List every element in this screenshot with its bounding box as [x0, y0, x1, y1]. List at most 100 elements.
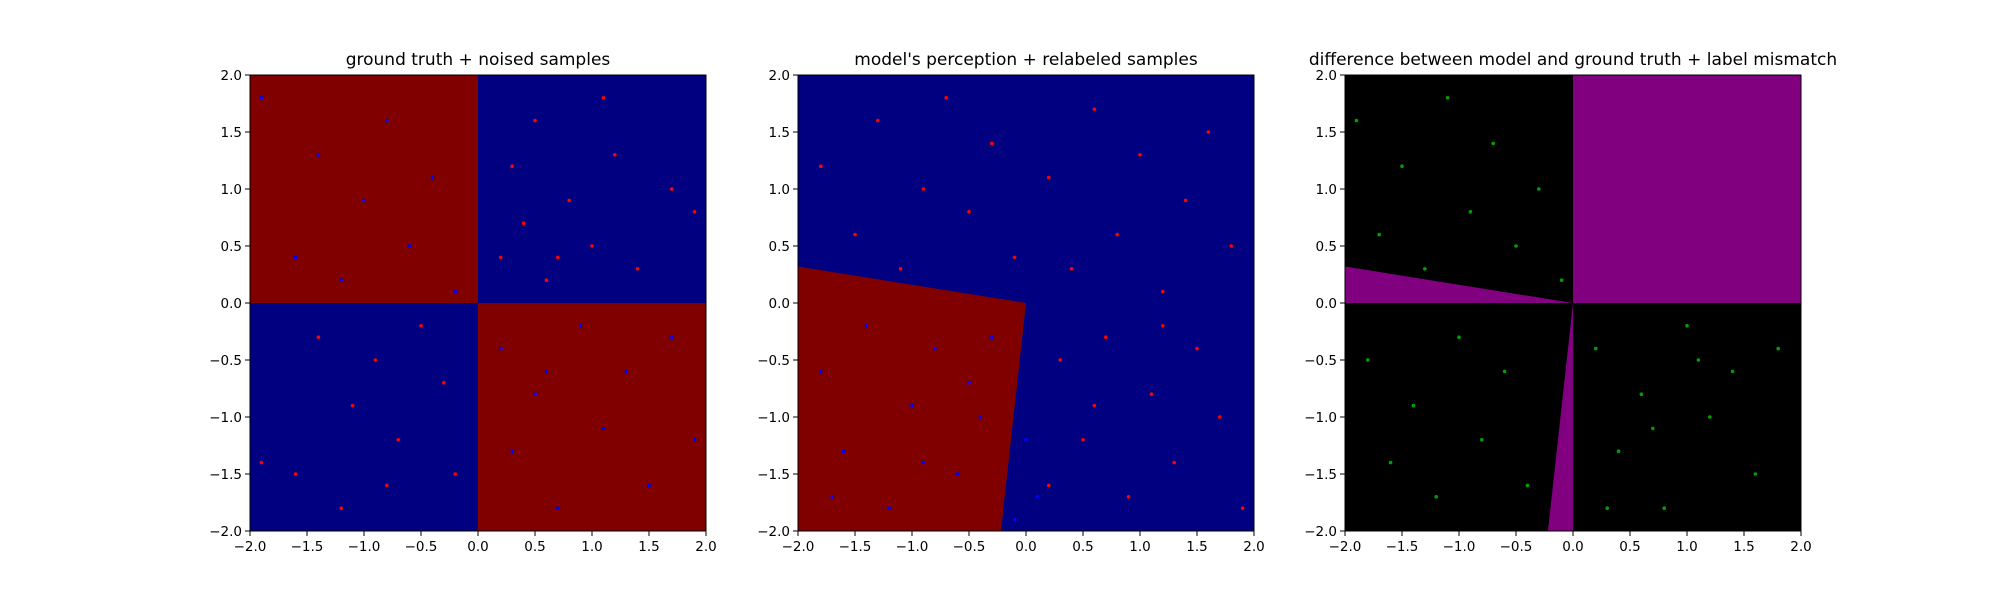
- data-point: [1502, 369, 1507, 374]
- x-tick-label: 1.5: [1186, 539, 1207, 555]
- x-tick-label: 0.5: [524, 539, 545, 555]
- x-tick-label: 1.0: [581, 539, 602, 555]
- data-point: [1594, 346, 1598, 351]
- data-point: [692, 438, 697, 442]
- x-tick-label: −2.0: [782, 539, 815, 555]
- x-tick-label: 0.0: [467, 539, 488, 555]
- data-point: [1172, 460, 1176, 465]
- data-point: [1457, 335, 1461, 340]
- x-tick-label: 1.0: [1676, 539, 1697, 555]
- data-point: [1525, 483, 1530, 488]
- data-point: [510, 164, 514, 168]
- x-tick-label: −1.0: [348, 539, 381, 555]
- data-point: [339, 506, 344, 511]
- y-tick-label: −1.0: [757, 410, 790, 426]
- y-tick-label: 1.5: [769, 125, 790, 141]
- data-point: [921, 460, 926, 465]
- data-point: [670, 335, 674, 340]
- data-point: [1616, 449, 1621, 454]
- region-mismatch: [1547, 303, 1573, 531]
- x-tick-label: −0.5: [953, 539, 986, 555]
- data-point: [967, 381, 971, 385]
- data-point: [1149, 392, 1154, 397]
- data-point: [1218, 415, 1222, 419]
- data-point: [362, 198, 366, 203]
- data-point: [293, 255, 298, 260]
- data-point: [841, 449, 846, 454]
- y-tick-label: 1.0: [221, 182, 242, 198]
- data-point: [635, 267, 640, 271]
- y-tick-label: 2.0: [1316, 68, 1337, 84]
- data-point: [1069, 267, 1074, 271]
- data-point: [1480, 438, 1484, 442]
- x-tick-label: −1.0: [896, 539, 929, 555]
- data-point: [339, 278, 344, 283]
- y-tick-label: 0.5: [221, 239, 242, 255]
- data-point: [1229, 244, 1233, 248]
- x-tick-label: −0.5: [405, 539, 438, 555]
- data-point: [898, 267, 903, 271]
- x-tick-label: 2.0: [1243, 539, 1264, 555]
- data-point: [1708, 415, 1712, 419]
- panel-3: −2.0−2.0 −1.5 −1.5 −1.0 −1.0 −0.5 −0.5 0.0 0.0 0.…: [1304, 50, 1837, 555]
- data-point: [1605, 506, 1609, 511]
- x-tick-label: 0.0: [1562, 539, 1583, 555]
- data-point: [499, 346, 503, 351]
- data-point: [544, 369, 549, 374]
- data-point: [624, 369, 628, 374]
- data-point: [544, 278, 549, 283]
- y-tick-label: −2.0: [1304, 524, 1337, 540]
- y-tick-label: 0.5: [1316, 239, 1337, 255]
- data-point: [1559, 278, 1564, 283]
- x-tick-label: −1.0: [1443, 539, 1476, 555]
- data-point: [1423, 267, 1427, 271]
- data-point: [1206, 130, 1211, 134]
- data-point: [1104, 335, 1108, 340]
- data-point: [990, 335, 994, 340]
- data-point: [1468, 210, 1473, 214]
- region-mismatch: [1573, 75, 1801, 303]
- y-tick-label: −1.0: [209, 410, 242, 426]
- x-tick-label: −0.5: [1500, 539, 1533, 555]
- data-point: [1012, 255, 1017, 260]
- data-point: [259, 460, 264, 465]
- data-point: [1058, 358, 1062, 362]
- data-point: [692, 210, 697, 214]
- data-point: [316, 335, 321, 340]
- data-point: [1024, 438, 1028, 442]
- data-point: [385, 118, 389, 123]
- y-tick-label: −1.5: [1304, 467, 1337, 483]
- x-tick-label: 1.5: [638, 539, 659, 555]
- data-point: [1366, 358, 1370, 362]
- data-point: [1047, 175, 1051, 180]
- data-point: [1047, 483, 1051, 488]
- data-point: [1161, 324, 1165, 328]
- data-point: [819, 164, 823, 168]
- y-tick-label: 1.0: [769, 182, 790, 198]
- x-tick-label: 1.0: [1129, 539, 1150, 555]
- y-tick-label: −0.5: [1304, 353, 1337, 369]
- data-point: [453, 289, 458, 294]
- data-point: [1445, 96, 1450, 100]
- data-point: [442, 381, 446, 385]
- data-point: [396, 438, 401, 442]
- data-point: [819, 369, 823, 374]
- chart-title: ground truth + noised samples: [346, 50, 611, 70]
- panel-2: −2.0−2.0 −1.5 −1.5 −1.0 −1.0 −0.5 −0.5 0.0 0.0 0.…: [757, 50, 1265, 555]
- data-point: [1400, 164, 1404, 168]
- region-red: [478, 303, 706, 531]
- y-tick-label: 0.5: [769, 239, 790, 255]
- data-point: [419, 324, 423, 328]
- y-tick-label: 1.0: [1316, 182, 1337, 198]
- y-tick-label: 2.0: [221, 68, 242, 84]
- data-point: [1377, 232, 1381, 237]
- y-tick-label: −1.5: [209, 467, 242, 483]
- x-tick-label: 1.5: [1733, 539, 1754, 555]
- data-point: [1092, 107, 1097, 111]
- data-point: [990, 141, 994, 146]
- y-tick-label: 1.5: [1316, 125, 1337, 141]
- data-point: [933, 346, 937, 351]
- data-point: [1183, 198, 1188, 203]
- data-point: [613, 153, 617, 157]
